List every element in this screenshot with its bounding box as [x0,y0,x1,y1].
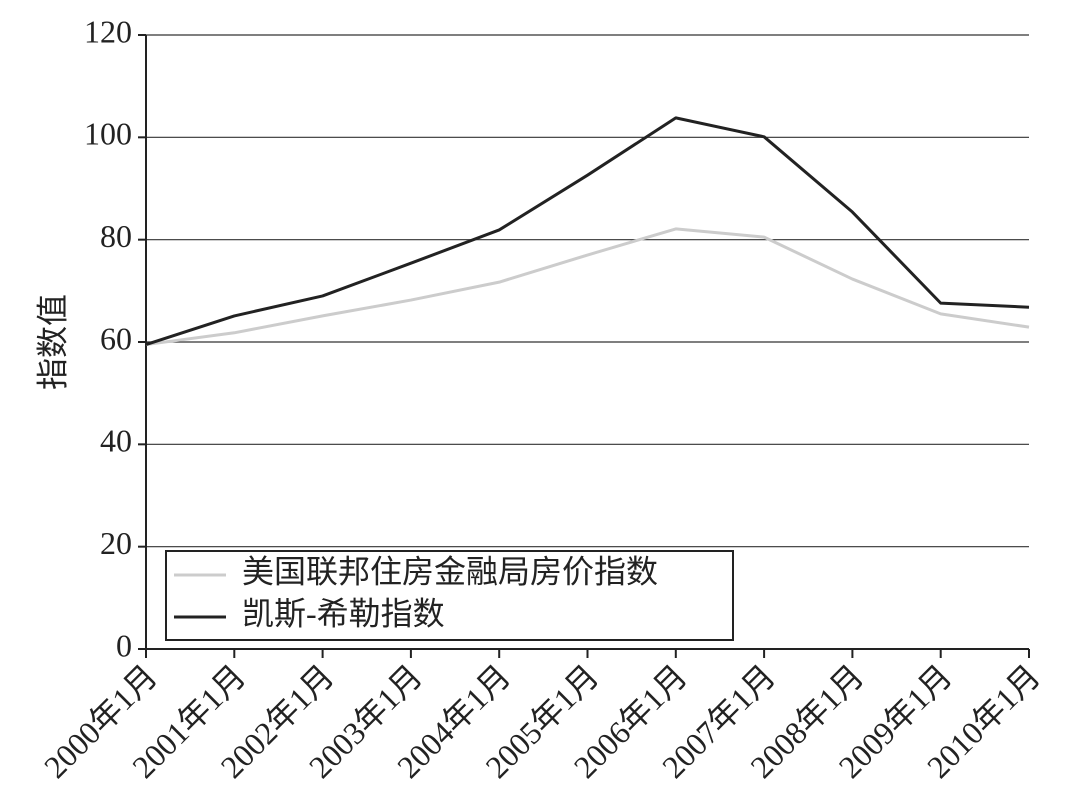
y-tick-label: 60 [100,320,132,356]
y-tick-label: 100 [84,116,132,152]
legend-box [165,550,734,641]
y-axis-label: 指数值 [34,294,70,390]
y-tick-label: 20 [100,525,132,561]
series-line [145,227,1030,347]
legend-label: 凯斯-希勒指数 [242,595,445,631]
y-tick-label: 80 [100,218,132,254]
y-tick-label: 120 [84,13,132,49]
y-tick-label: 40 [100,423,132,459]
series-line [145,116,1030,346]
y-tick-label: 0 [116,627,132,663]
legend-label: 美国联邦住房金融局房价指数 [242,553,658,589]
